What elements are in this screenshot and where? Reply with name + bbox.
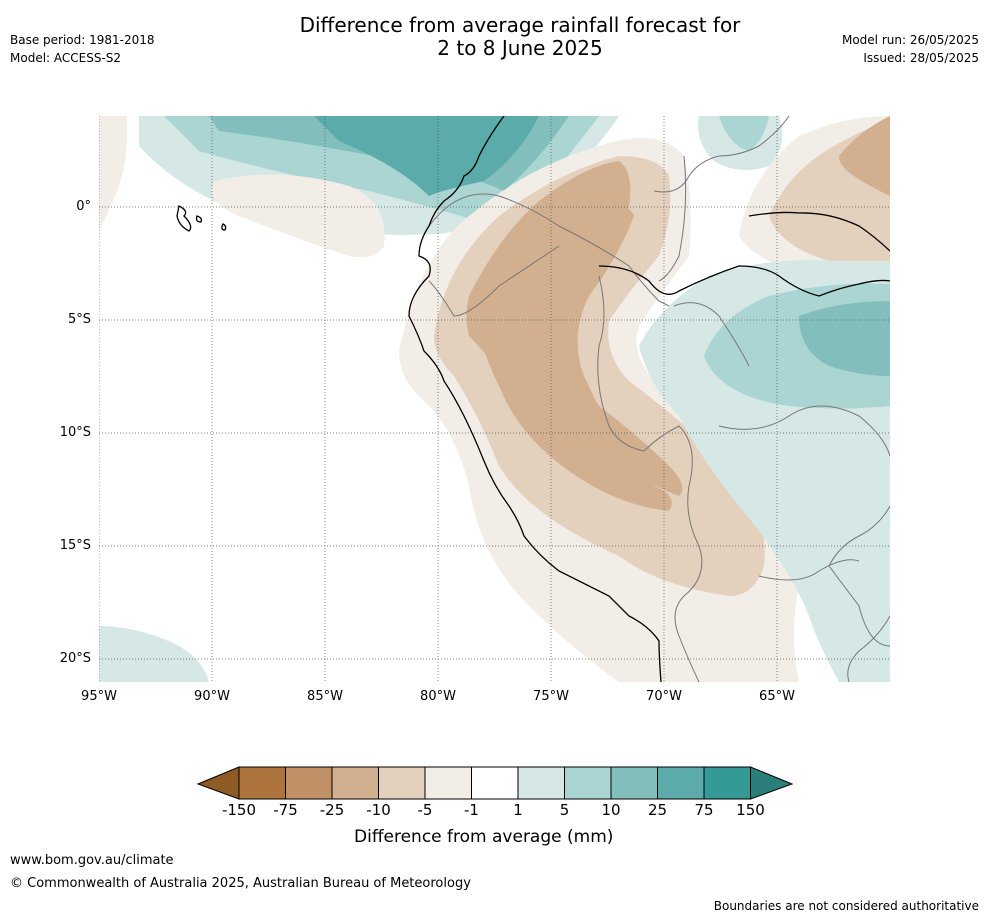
colorbar-tick-label: 10 [601, 801, 621, 819]
issued-text: Issued: 28/05/2025 [863, 51, 979, 65]
title-line-2: 2 to 8 June 2025 [437, 36, 603, 60]
lon-label-70w: 70°W [646, 689, 682, 704]
colorbar-swatch-8 [564, 767, 611, 799]
colorbar-swatch-11 [704, 767, 751, 799]
colorbar-tick-label: 150 [736, 801, 765, 819]
colorbar-tick-label: 5 [559, 801, 570, 819]
lat-label-10s: 10°S [59, 425, 91, 440]
colorbar-arrow-low [196, 766, 240, 800]
lon-label-85w: 85°W [307, 689, 343, 704]
colorbar-tick-label: 75 [694, 801, 714, 819]
model-text: Model: ACCESS-S2 [10, 51, 122, 65]
lat-label-5s: 5°S [67, 312, 91, 327]
colorbar-tick-label: 1 [513, 801, 523, 819]
country-borders [428, 116, 890, 682]
lon-label-65w: 65°W [759, 689, 795, 704]
lat-label-0: 0° [76, 199, 91, 214]
colorbar-tick-label: -1 [464, 801, 479, 819]
colorbar-tick-label: -5 [417, 801, 433, 819]
colorbar-tick-label: -150 [221, 801, 257, 819]
map-title: Difference from average rainfall forecas… [200, 14, 840, 60]
title-line-1: Difference from average rainfall forecas… [299, 13, 741, 37]
colorbar [196, 766, 794, 800]
lat-label-15s: 15°S [59, 538, 91, 553]
copyright-text: © Commonwealth of Australia 2025, Austra… [10, 876, 471, 891]
website-link[interactable]: www.bom.gov.au/climate [10, 853, 174, 868]
lon-label-90w: 90°W [194, 689, 230, 704]
colorbar-tick-label: -75 [273, 801, 298, 819]
colorbar-arrow-high [750, 766, 794, 800]
lat-label-20s: 20°S [59, 651, 91, 666]
colorbar-title: Difference from average (mm) [354, 827, 614, 847]
colorbar-swatch-4 [378, 767, 425, 799]
colorbar-swatch-9 [611, 767, 658, 799]
lon-label-75w: 75°W [533, 689, 569, 704]
gridlines [99, 116, 890, 682]
colorbar-swatch-6 [471, 767, 518, 799]
coastline [176, 116, 890, 682]
disclaimer-text: Boundaries are not considered authoritat… [713, 899, 979, 913]
colorbar-swatch-1 [239, 767, 286, 799]
colorbar-swatch-2 [285, 767, 332, 799]
anomaly-negative-pacific [99, 116, 385, 258]
colorbar-swatch-3 [332, 767, 379, 799]
colorbar-swatch-5 [425, 767, 472, 799]
colorbar-tick-label: -25 [319, 801, 345, 819]
base-period-text: Base period: 1981-2018 [10, 33, 155, 47]
lon-label-80w: 80°W [420, 689, 456, 704]
colorbar-swatch-7 [518, 767, 565, 799]
lon-label-95w: 95°W [81, 689, 117, 704]
colorbar-tick-label: 25 [647, 801, 668, 819]
colorbar-tick-label: -10 [366, 801, 391, 819]
anomaly-positive-southwest [99, 626, 209, 682]
model-run-text: Model run: 26/05/2025 [841, 33, 979, 47]
colorbar-swatch-10 [657, 767, 704, 799]
rainfall-map [99, 116, 890, 682]
